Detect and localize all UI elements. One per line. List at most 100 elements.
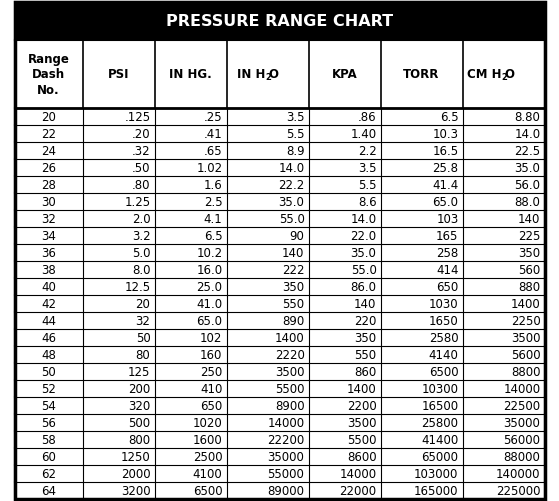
Text: 3500: 3500 bbox=[275, 365, 305, 378]
Text: O: O bbox=[268, 68, 278, 81]
Bar bbox=[15, 279, 544, 296]
Text: 140000: 140000 bbox=[496, 467, 541, 480]
Text: 14000: 14000 bbox=[503, 382, 541, 395]
Text: 10300: 10300 bbox=[421, 382, 458, 395]
Text: 36: 36 bbox=[41, 246, 56, 260]
Text: 25.0: 25.0 bbox=[197, 281, 222, 294]
Text: 103000: 103000 bbox=[414, 467, 458, 480]
Text: 258: 258 bbox=[436, 246, 458, 260]
Text: 38: 38 bbox=[41, 264, 56, 277]
Text: 2.5: 2.5 bbox=[204, 195, 222, 208]
Text: 320: 320 bbox=[128, 399, 150, 412]
Text: 160: 160 bbox=[200, 348, 222, 361]
Bar bbox=[15, 3, 544, 41]
Bar bbox=[15, 313, 544, 329]
Text: 12.5: 12.5 bbox=[124, 281, 150, 294]
Text: 200: 200 bbox=[128, 382, 150, 395]
Text: 20: 20 bbox=[41, 111, 56, 124]
Text: 14.0: 14.0 bbox=[278, 162, 305, 175]
Text: 5600: 5600 bbox=[511, 348, 541, 361]
Bar bbox=[15, 262, 544, 279]
Text: 220: 220 bbox=[354, 314, 377, 327]
Text: 32: 32 bbox=[136, 314, 150, 327]
Text: 14.0: 14.0 bbox=[350, 212, 377, 225]
Text: 35.0: 35.0 bbox=[515, 162, 541, 175]
Text: 65.0: 65.0 bbox=[433, 195, 458, 208]
Text: 50: 50 bbox=[41, 365, 56, 378]
Text: 3200: 3200 bbox=[121, 484, 150, 497]
Bar bbox=[15, 160, 544, 177]
Bar bbox=[15, 210, 544, 227]
Text: 165000: 165000 bbox=[414, 484, 458, 497]
Text: .25: .25 bbox=[204, 111, 222, 124]
Text: 16.0: 16.0 bbox=[196, 264, 222, 277]
Bar bbox=[15, 363, 544, 380]
Text: 1600: 1600 bbox=[193, 433, 222, 446]
Text: 55.0: 55.0 bbox=[350, 264, 377, 277]
Text: 5.5: 5.5 bbox=[358, 179, 377, 191]
Text: 550: 550 bbox=[354, 348, 377, 361]
Text: CM H: CM H bbox=[467, 68, 501, 81]
Bar bbox=[15, 380, 544, 397]
Text: 350: 350 bbox=[354, 331, 377, 344]
Text: 8.80: 8.80 bbox=[515, 111, 541, 124]
Text: 16500: 16500 bbox=[421, 399, 458, 412]
Text: 64: 64 bbox=[41, 484, 56, 497]
Bar bbox=[15, 244, 544, 262]
Bar bbox=[15, 431, 544, 448]
Text: 22.0: 22.0 bbox=[350, 229, 377, 242]
Bar bbox=[15, 109, 544, 126]
Bar bbox=[15, 143, 544, 160]
Text: 410: 410 bbox=[200, 382, 222, 395]
Text: KPA: KPA bbox=[331, 68, 357, 81]
Text: 2500: 2500 bbox=[193, 450, 222, 463]
Text: 2580: 2580 bbox=[429, 331, 458, 344]
Text: PSI: PSI bbox=[108, 68, 129, 81]
Bar bbox=[15, 296, 544, 313]
Text: 1.40: 1.40 bbox=[350, 128, 377, 141]
Text: 86.0: 86.0 bbox=[350, 281, 377, 294]
Text: 3.5: 3.5 bbox=[358, 162, 377, 175]
Text: 1020: 1020 bbox=[193, 416, 222, 429]
Text: 2: 2 bbox=[501, 73, 508, 82]
Text: Range
Dash
No.: Range Dash No. bbox=[27, 54, 69, 96]
Text: 22200: 22200 bbox=[267, 433, 305, 446]
Bar bbox=[15, 177, 544, 193]
Text: 8.6: 8.6 bbox=[358, 195, 377, 208]
Text: 26: 26 bbox=[41, 162, 56, 175]
Text: 60: 60 bbox=[41, 450, 56, 463]
Text: 20: 20 bbox=[136, 298, 150, 311]
Text: 14000: 14000 bbox=[267, 416, 305, 429]
Text: .20: .20 bbox=[132, 128, 150, 141]
Text: 225000: 225000 bbox=[496, 484, 541, 497]
Text: 3.2: 3.2 bbox=[132, 229, 150, 242]
Text: 28: 28 bbox=[41, 179, 56, 191]
Text: 890: 890 bbox=[282, 314, 305, 327]
Text: 52: 52 bbox=[41, 382, 56, 395]
Text: .65: .65 bbox=[204, 145, 222, 158]
Text: 10.3: 10.3 bbox=[433, 128, 458, 141]
Text: 8.9: 8.9 bbox=[286, 145, 305, 158]
Text: 44: 44 bbox=[41, 314, 56, 327]
Text: 56: 56 bbox=[41, 416, 56, 429]
Text: 222: 222 bbox=[282, 264, 305, 277]
Bar bbox=[15, 329, 544, 346]
Text: 103: 103 bbox=[436, 212, 458, 225]
Text: 41.4: 41.4 bbox=[432, 179, 458, 191]
Bar bbox=[15, 227, 544, 244]
Text: 22.5: 22.5 bbox=[514, 145, 541, 158]
Text: 8600: 8600 bbox=[347, 450, 377, 463]
Text: 2200: 2200 bbox=[347, 399, 377, 412]
Text: .86: .86 bbox=[358, 111, 377, 124]
Text: 1.25: 1.25 bbox=[124, 195, 150, 208]
Text: 5500: 5500 bbox=[347, 433, 377, 446]
Text: IN H: IN H bbox=[237, 68, 266, 81]
Text: .50: .50 bbox=[132, 162, 150, 175]
Text: 8900: 8900 bbox=[275, 399, 305, 412]
Text: 90: 90 bbox=[290, 229, 305, 242]
Text: 35000: 35000 bbox=[504, 416, 541, 429]
Text: 1250: 1250 bbox=[121, 450, 150, 463]
Text: 550: 550 bbox=[282, 298, 305, 311]
Text: 10.2: 10.2 bbox=[196, 246, 222, 260]
Text: 414: 414 bbox=[436, 264, 458, 277]
